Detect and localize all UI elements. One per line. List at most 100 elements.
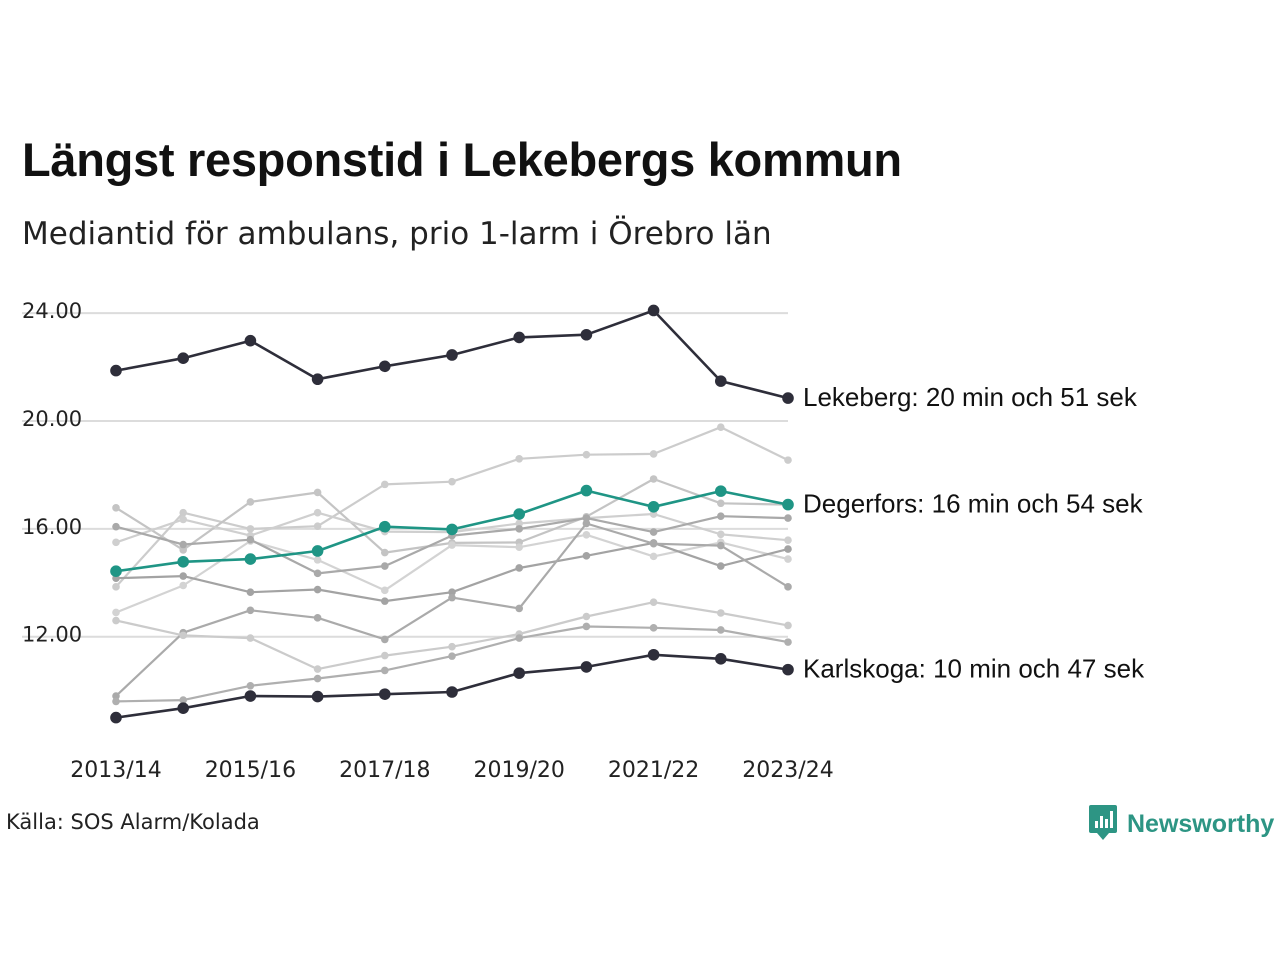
data-point (513, 667, 525, 679)
data-point (112, 692, 120, 700)
data-point (381, 651, 389, 660)
data-point (112, 608, 120, 617)
x-tick-label: 2021/22 (608, 758, 699, 783)
y-tick-label: 12.00 (22, 623, 82, 647)
data-point (112, 583, 120, 591)
data-point (782, 392, 794, 404)
data-point (179, 540, 187, 549)
data-point (446, 523, 458, 536)
series-label: Lekeberg: 20 min och 51 sek (803, 382, 1138, 412)
data-point (112, 522, 120, 531)
data-point (311, 690, 324, 703)
data-point (515, 525, 523, 533)
x-tick-label: 2017/18 (339, 758, 430, 783)
data-point (515, 604, 523, 613)
data-point (179, 581, 187, 590)
data-point (177, 352, 189, 365)
data-point (582, 514, 591, 522)
data-point (313, 508, 322, 517)
x-axis-ticks: 2013/14 2015/16 2017/18 2019/20 2021/22 2023/… (70, 758, 833, 783)
data-point (649, 450, 658, 458)
background-series (112, 423, 792, 706)
data-point (448, 593, 456, 602)
data-point (513, 508, 525, 520)
data-point (582, 552, 591, 560)
data-point (112, 616, 120, 625)
data-point (313, 488, 322, 497)
data-point (649, 475, 658, 483)
data-point (448, 588, 456, 597)
data-point (448, 642, 456, 651)
y-axis-ticks: 12.00 16.00 20.00 24.00 (22, 299, 82, 647)
data-point (246, 634, 255, 642)
data-point (179, 696, 187, 704)
data-point (784, 638, 792, 646)
data-point (784, 545, 792, 553)
y-tick-label: 16.00 (22, 515, 82, 539)
data-point (784, 555, 792, 563)
data-point (784, 536, 792, 544)
x-tick-label: 2019/20 (473, 758, 564, 783)
data-point (246, 498, 255, 506)
data-point (649, 528, 658, 536)
grid-lines (22, 312, 788, 638)
data-point (784, 621, 792, 630)
chart-subtitle: Mediantid för ambulans, prio 1-larm i Ör… (22, 216, 772, 252)
data-point (715, 375, 727, 387)
data-point (246, 525, 255, 533)
data-point (112, 538, 120, 547)
x-tick-label: 2013/14 (70, 758, 161, 783)
data-point (580, 484, 593, 497)
data-point (515, 564, 523, 572)
data-point (313, 556, 322, 564)
data-point (379, 360, 391, 373)
background-series-10 (112, 598, 792, 673)
background-series-9 (112, 519, 792, 700)
data-point (515, 454, 523, 463)
data-point (717, 541, 725, 550)
y-tick-label: 20.00 (22, 407, 82, 431)
data-point (311, 373, 324, 386)
data-point (177, 555, 189, 568)
data-point (582, 450, 591, 459)
data-point (246, 606, 255, 615)
data-point (381, 562, 389, 570)
newsworthy-logo-icon (1088, 804, 1118, 844)
data-point (313, 665, 322, 673)
data-point (515, 543, 523, 552)
data-point (649, 539, 658, 548)
highlighted-series-0 (110, 304, 794, 404)
data-point (246, 588, 255, 597)
background-series-3 (112, 423, 792, 591)
brand-name: Newsworthy (1127, 809, 1275, 838)
brand-logo: Newsworthy (1088, 804, 1274, 844)
data-point (513, 331, 525, 344)
data-point (717, 499, 725, 508)
x-tick-label: 2023/24 (742, 758, 833, 783)
data-point (717, 562, 725, 570)
data-point (784, 456, 792, 464)
series-label: Degerfors: 16 min och 54 sek (803, 488, 1144, 518)
data-point (244, 553, 257, 565)
data-point (647, 648, 660, 661)
data-point (784, 583, 792, 591)
highlighted-series-2 (110, 648, 794, 724)
data-point (448, 541, 456, 549)
data-point (244, 690, 257, 702)
data-point (246, 681, 255, 690)
data-point (649, 624, 658, 632)
background-series-7 (112, 512, 792, 578)
data-point (381, 635, 389, 644)
background-series-11 (112, 622, 792, 706)
data-point (179, 515, 187, 524)
data-point (379, 520, 391, 533)
highlighted-series (110, 304, 794, 724)
data-point (381, 666, 389, 675)
data-point (179, 631, 187, 640)
data-point (381, 586, 389, 595)
data-point (582, 612, 591, 621)
data-point (649, 598, 658, 607)
data-point (311, 545, 324, 557)
data-point (782, 498, 794, 511)
data-point (580, 661, 593, 673)
